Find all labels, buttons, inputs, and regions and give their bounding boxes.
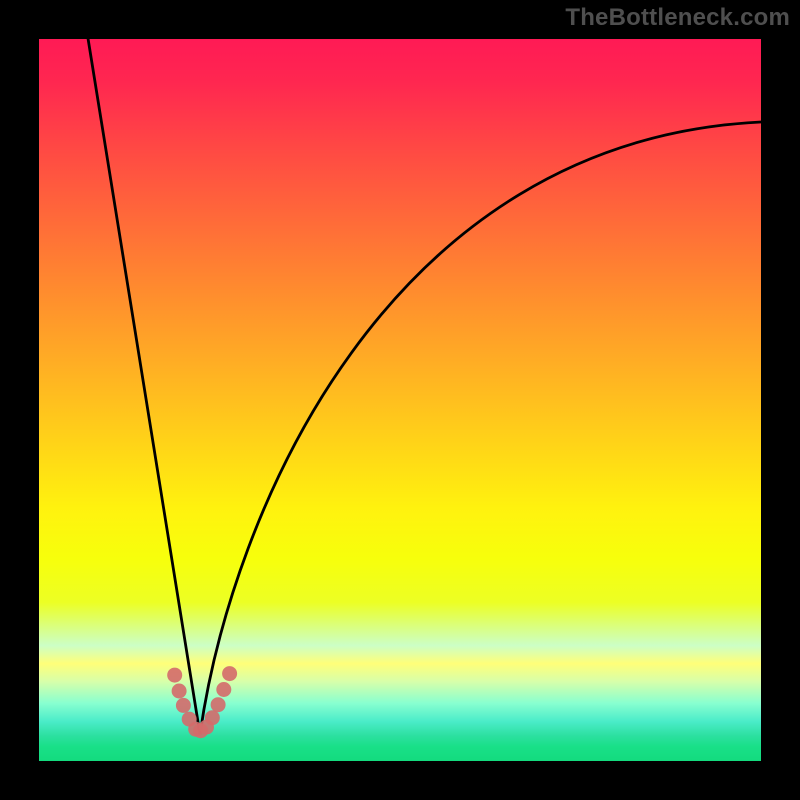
trough-marker xyxy=(222,666,237,681)
bottleneck-chart-svg xyxy=(39,39,761,761)
trough-marker xyxy=(205,710,220,725)
watermark-text: TheBottleneck.com xyxy=(565,4,790,32)
trough-marker xyxy=(216,682,231,697)
chart-plot-area xyxy=(39,39,761,761)
trough-marker xyxy=(172,684,187,699)
trough-marker xyxy=(211,697,226,712)
trough-marker xyxy=(167,668,182,683)
trough-marker xyxy=(176,698,191,713)
